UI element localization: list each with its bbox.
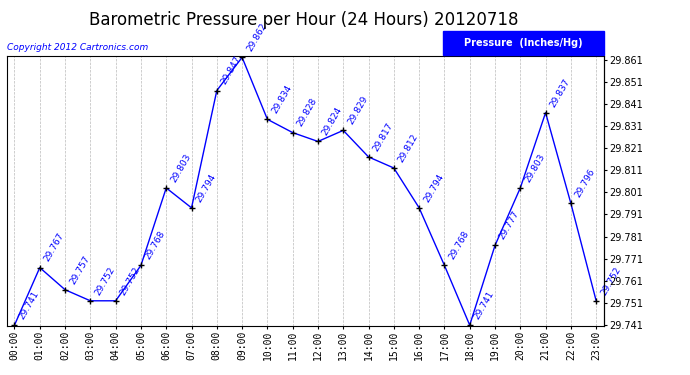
- Text: 29.847: 29.847: [219, 55, 243, 86]
- Text: 29.757: 29.757: [68, 254, 91, 286]
- Text: Pressure  (Inches/Hg): Pressure (Inches/Hg): [464, 38, 582, 48]
- Text: 29.812: 29.812: [397, 132, 420, 164]
- Text: 29.777: 29.777: [497, 210, 522, 241]
- Text: 29.767: 29.767: [43, 232, 66, 263]
- Text: Copyright 2012 Cartronics.com: Copyright 2012 Cartronics.com: [7, 43, 148, 52]
- Text: 29.862: 29.862: [245, 21, 268, 53]
- Text: 29.828: 29.828: [295, 97, 319, 128]
- Text: 29.768: 29.768: [447, 230, 471, 261]
- Text: 29.803: 29.803: [523, 152, 546, 184]
- Text: 29.829: 29.829: [346, 94, 370, 126]
- Text: 29.794: 29.794: [195, 172, 218, 204]
- Text: 29.834: 29.834: [270, 84, 294, 115]
- Text: 29.752: 29.752: [93, 265, 117, 297]
- Text: 29.794: 29.794: [422, 172, 445, 204]
- Text: 29.817: 29.817: [371, 121, 395, 153]
- Text: 29.741: 29.741: [473, 289, 496, 321]
- FancyBboxPatch shape: [442, 31, 604, 56]
- Text: 29.768: 29.768: [144, 230, 167, 261]
- Text: 29.752: 29.752: [119, 265, 142, 297]
- Text: 29.824: 29.824: [321, 106, 344, 137]
- Text: 29.752: 29.752: [599, 265, 622, 297]
- Text: 29.796: 29.796: [573, 168, 597, 199]
- Text: Barometric Pressure per Hour (24 Hours) 20120718: Barometric Pressure per Hour (24 Hours) …: [89, 11, 518, 29]
- Text: 29.803: 29.803: [169, 152, 193, 184]
- Text: 29.837: 29.837: [549, 77, 572, 108]
- Text: 29.741: 29.741: [17, 289, 41, 321]
